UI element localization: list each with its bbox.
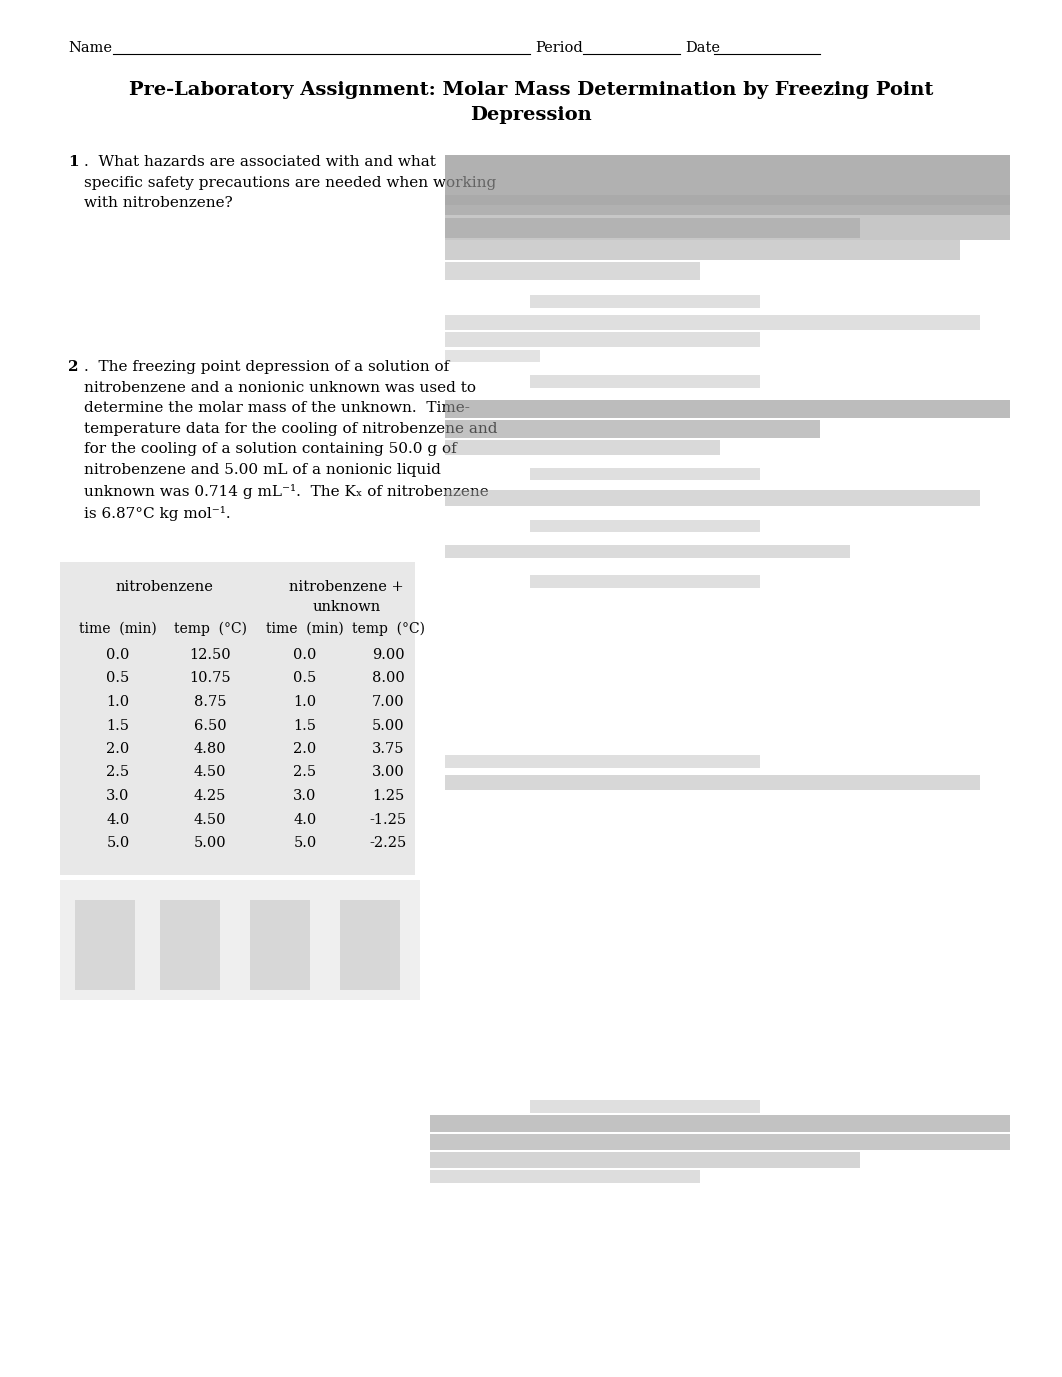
Bar: [445, 441, 720, 454]
Text: 12.50: 12.50: [189, 649, 230, 662]
Text: 4.50: 4.50: [193, 766, 226, 779]
Text: Date: Date: [685, 41, 720, 55]
Bar: [430, 1115, 1010, 1132]
Bar: [430, 1153, 860, 1168]
Text: 3.0: 3.0: [293, 789, 316, 803]
Bar: [59, 880, 419, 1000]
Text: Period: Period: [535, 41, 583, 55]
Text: nitrobenzene: nitrobenzene: [115, 580, 213, 593]
Text: temp  (°C): temp (°C): [173, 622, 246, 636]
Text: 10.75: 10.75: [189, 672, 230, 686]
Text: 1: 1: [68, 156, 79, 169]
Text: 0.0: 0.0: [106, 649, 130, 662]
Bar: [445, 315, 980, 330]
Text: 4.0: 4.0: [293, 812, 316, 826]
Text: -2.25: -2.25: [370, 836, 407, 850]
Bar: [75, 901, 135, 990]
Bar: [445, 215, 1010, 240]
Text: 0.0: 0.0: [293, 649, 316, 662]
Text: 2.5: 2.5: [293, 766, 316, 779]
Text: 4.80: 4.80: [193, 742, 226, 756]
Text: 5.0: 5.0: [293, 836, 316, 850]
Text: 1.25: 1.25: [372, 789, 405, 803]
Bar: [250, 901, 310, 990]
Bar: [445, 218, 860, 238]
Bar: [340, 901, 400, 990]
Text: 8.75: 8.75: [193, 695, 226, 709]
Bar: [445, 156, 1010, 215]
Text: 1.5: 1.5: [106, 719, 130, 733]
Text: 4.50: 4.50: [193, 812, 226, 826]
Text: 5.00: 5.00: [193, 836, 226, 850]
Bar: [530, 468, 760, 481]
Bar: [430, 1170, 700, 1183]
Bar: [445, 420, 820, 438]
Bar: [445, 755, 760, 768]
Text: 4.25: 4.25: [193, 789, 226, 803]
Bar: [445, 399, 1010, 419]
Text: temp  (°C): temp (°C): [352, 622, 425, 636]
Text: 3.00: 3.00: [372, 766, 405, 779]
Bar: [445, 775, 980, 790]
Text: 1.0: 1.0: [293, 695, 316, 709]
Text: .  The freezing point depression of a solution of
nitrobenzene and a nonionic un: . The freezing point depression of a sol…: [84, 359, 497, 522]
Text: 5.00: 5.00: [372, 719, 405, 733]
Bar: [530, 295, 760, 308]
Text: 5.0: 5.0: [106, 836, 130, 850]
Bar: [445, 332, 760, 347]
Text: 6.50: 6.50: [193, 719, 226, 733]
Text: 8.00: 8.00: [372, 672, 405, 686]
Text: 2.0: 2.0: [293, 742, 316, 756]
Bar: [445, 196, 1010, 205]
Text: 4.0: 4.0: [106, 812, 130, 826]
Bar: [445, 350, 539, 362]
Bar: [530, 521, 760, 532]
Bar: [160, 901, 220, 990]
Bar: [430, 1135, 1010, 1150]
Bar: [59, 562, 415, 874]
Text: 2.5: 2.5: [106, 766, 130, 779]
Text: Depression: Depression: [470, 106, 592, 124]
Text: Name: Name: [68, 41, 112, 55]
Bar: [530, 375, 760, 388]
Text: time  (min): time (min): [80, 622, 157, 636]
Bar: [445, 490, 980, 505]
Text: Pre-Laboratory Assignment: Molar Mass Determination by Freezing Point: Pre-Laboratory Assignment: Molar Mass De…: [129, 81, 933, 99]
Text: 9.00: 9.00: [372, 649, 405, 662]
Text: 7.00: 7.00: [372, 695, 405, 709]
Text: 0.5: 0.5: [106, 672, 130, 686]
Text: unknown: unknown: [312, 600, 380, 614]
Text: 1.0: 1.0: [106, 695, 130, 709]
Text: 1.5: 1.5: [293, 719, 316, 733]
Bar: [445, 545, 850, 558]
Text: nitrobenzene +: nitrobenzene +: [289, 580, 404, 593]
Text: 0.5: 0.5: [293, 672, 316, 686]
Bar: [530, 576, 760, 588]
Bar: [445, 240, 960, 260]
Text: 3.0: 3.0: [106, 789, 130, 803]
Text: 2.0: 2.0: [106, 742, 130, 756]
Text: -1.25: -1.25: [370, 812, 407, 826]
Text: .  What hazards are associated with and what
specific safety precautions are nee: . What hazards are associated with and w…: [84, 156, 496, 211]
Text: time  (min): time (min): [267, 622, 344, 636]
Bar: [530, 1100, 760, 1113]
Text: 2: 2: [68, 359, 79, 375]
Text: 3.75: 3.75: [372, 742, 405, 756]
Bar: [445, 262, 700, 280]
